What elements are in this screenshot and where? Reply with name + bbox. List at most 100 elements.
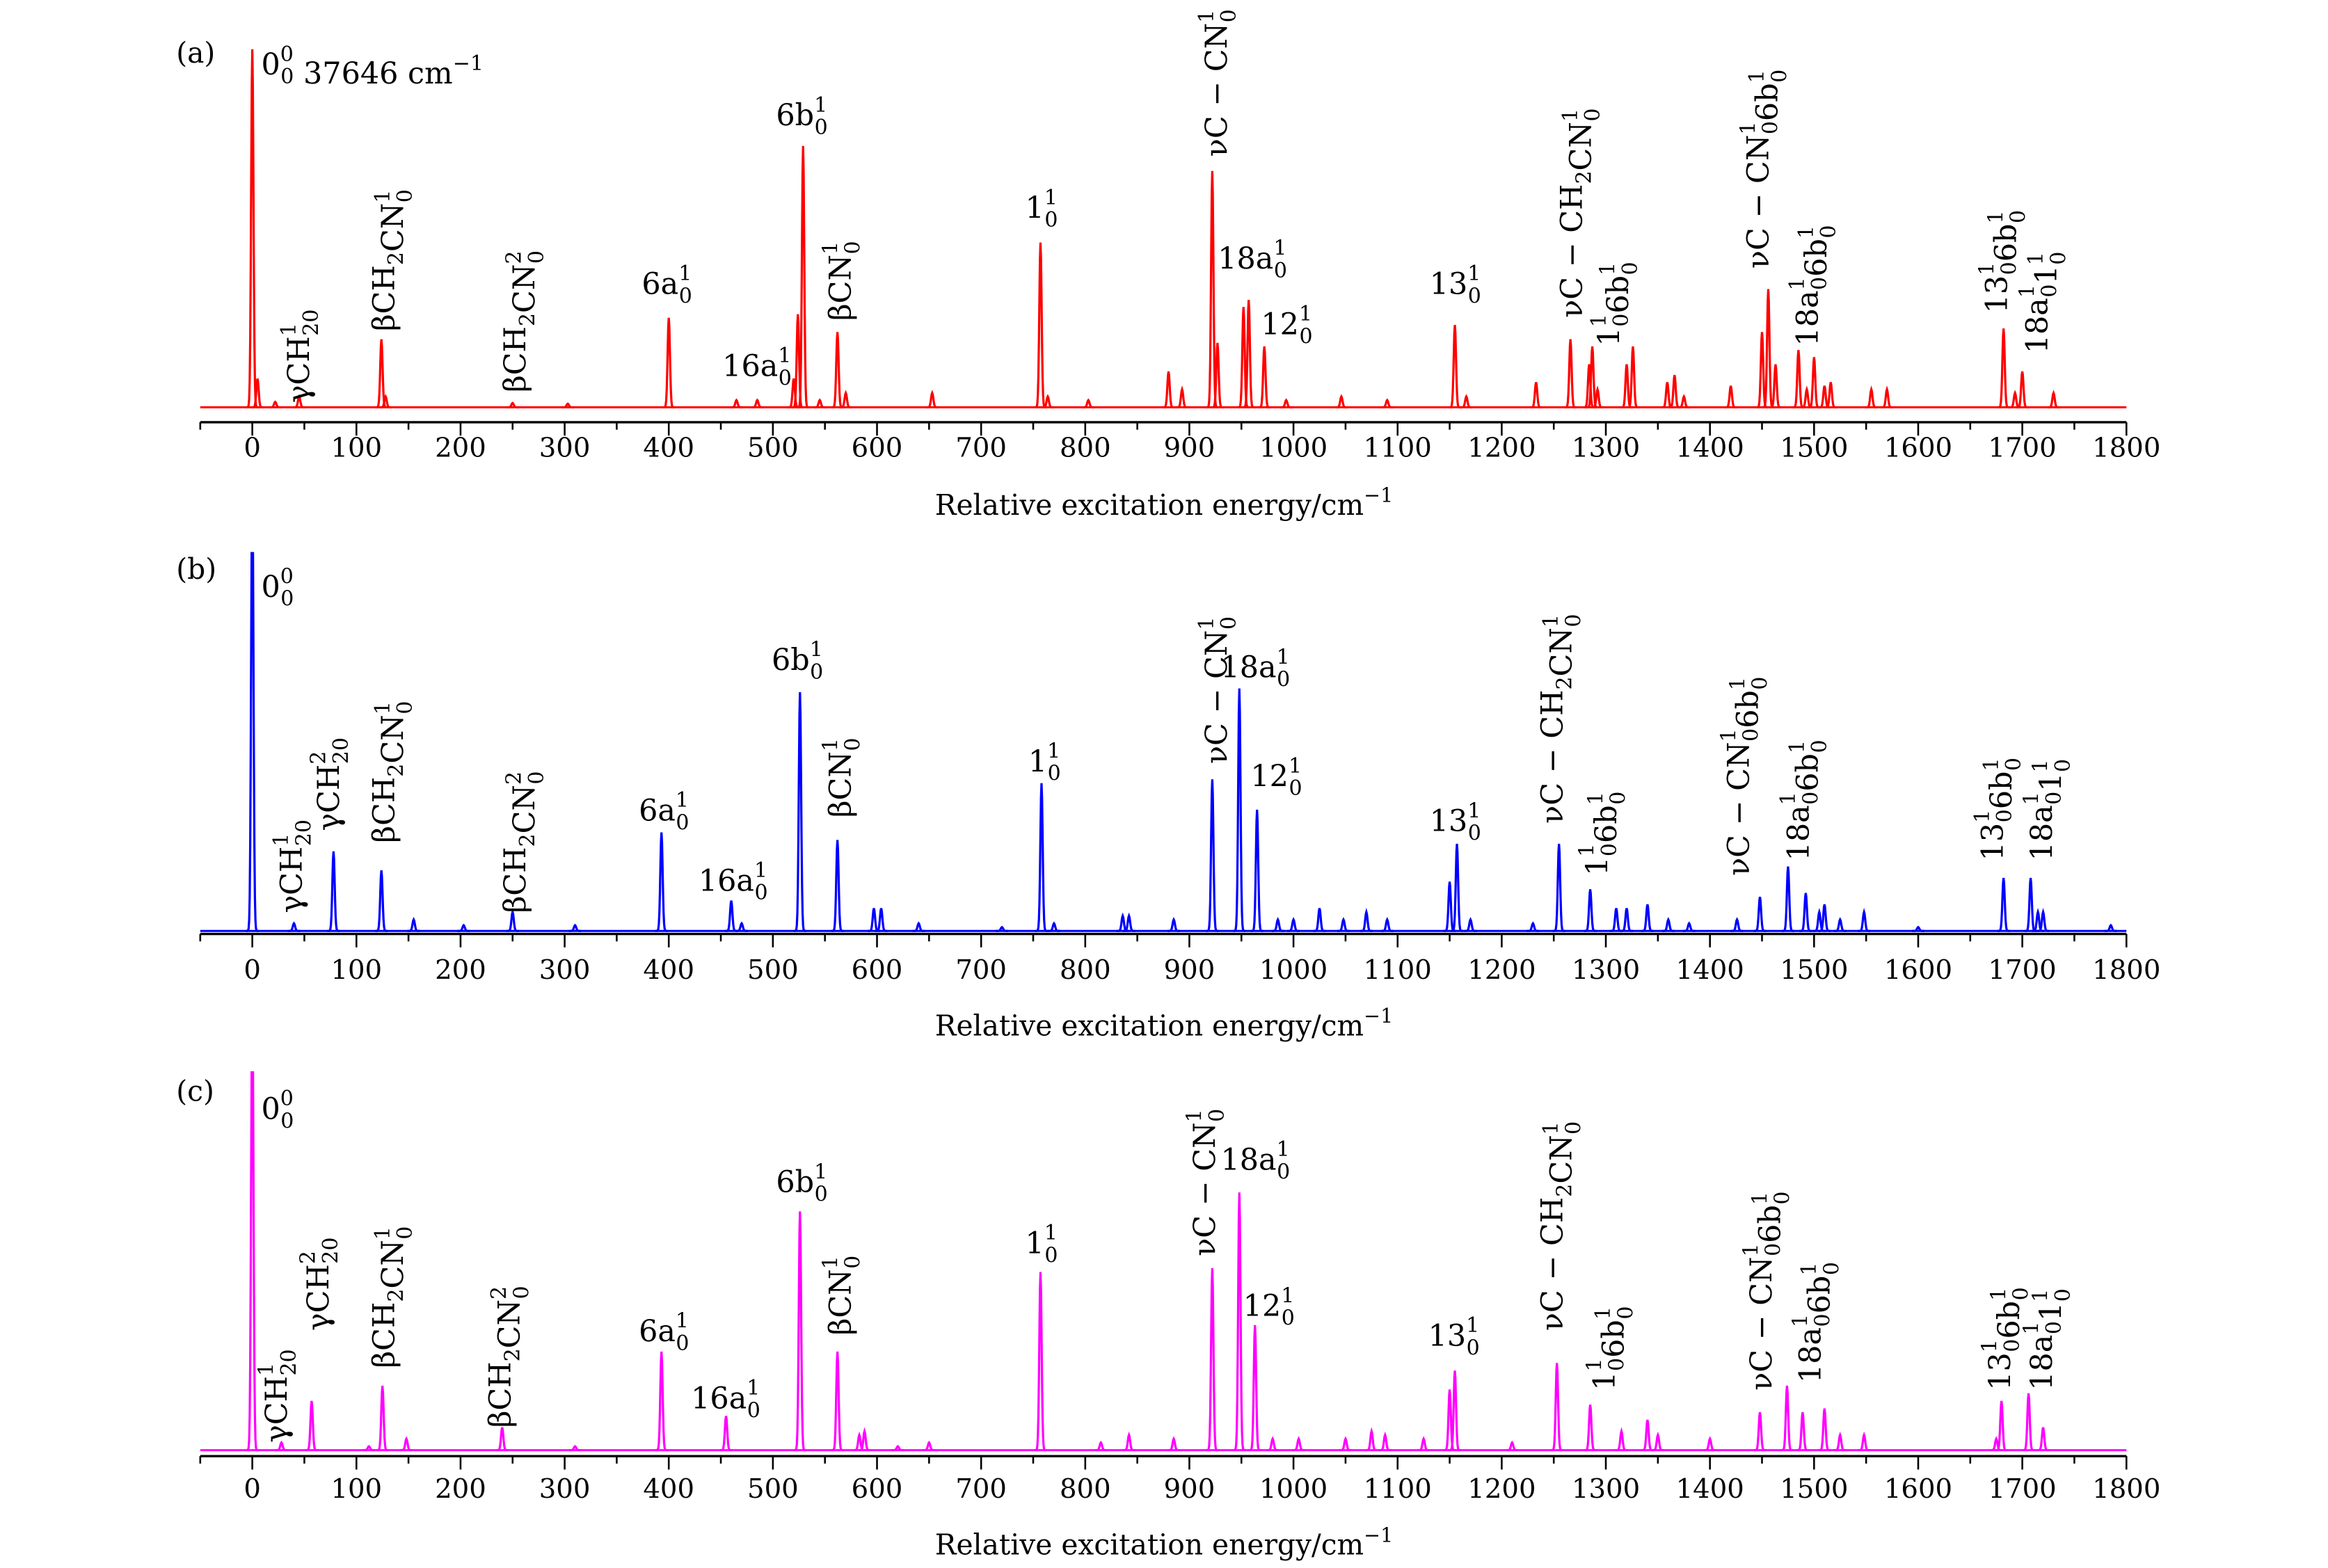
- spectrum-peak: [1206, 779, 1219, 932]
- label-base: 6b: [1984, 771, 2019, 810]
- spectrum-peak: [1206, 1268, 1219, 1452]
- x-tick-label: 1800: [2092, 1473, 2160, 1505]
- x-tick-label: 1100: [1364, 954, 1432, 986]
- label-subscript: 2: [384, 1289, 408, 1302]
- x-tick-label: 200: [435, 954, 486, 986]
- label-subscript: 0: [1819, 1262, 1844, 1275]
- spectrum-peak: [305, 1400, 318, 1452]
- label-superscript: 1: [2015, 285, 2039, 298]
- peak-assignment-label: βCH2CN20: [498, 250, 549, 392]
- label-subscript: 20: [277, 1349, 301, 1375]
- label-base: Relative excitation energy/cm: [935, 1528, 1364, 1562]
- label-subscript: 2: [384, 252, 408, 265]
- label-subscript: 0: [1274, 259, 1287, 283]
- spectrum-peak: [2036, 908, 2050, 932]
- spectrum-peak: [1586, 346, 1599, 409]
- label-superscript: 2: [502, 771, 527, 785]
- x-tick-label: 1600: [1884, 1473, 1952, 1505]
- label-superscript: 1: [1539, 614, 1563, 627]
- x-tick-label: 1300: [1572, 1473, 1640, 1505]
- label-base: βCH: [484, 1361, 518, 1427]
- label-base: νC − CN: [1744, 1256, 1779, 1390]
- x-tick-label: 1300: [1572, 954, 1640, 986]
- label-base: 13: [1430, 804, 1468, 839]
- spectrum-peak: [1378, 1431, 1392, 1452]
- label-subscript: 0: [1289, 776, 1302, 801]
- spectrum-peak: [1337, 917, 1350, 932]
- x-tick-label: 900: [1164, 432, 1215, 463]
- spectrum-peak: [506, 401, 519, 409]
- x-tick-label: 1800: [2092, 432, 2160, 463]
- spectrum-peak: [1287, 917, 1300, 932]
- spectrum-peak: [1529, 382, 1542, 409]
- label-superscript: 1: [1716, 728, 1741, 742]
- x-tick-label: 1500: [1780, 432, 1848, 463]
- label-superscript: 1: [1289, 754, 1302, 778]
- spectrum-peak: [1339, 1436, 1352, 1452]
- x-tick-label: 800: [1060, 954, 1111, 986]
- peak-assignment-label: 6b1 0: [776, 93, 827, 140]
- spectrum-peak: [1808, 357, 1821, 409]
- peak-assignment-label: 13106b10: [1970, 758, 2026, 861]
- spectrum-peak: [1781, 866, 1794, 932]
- label-base: 1: [2034, 772, 2068, 791]
- peak-assignment-label: 18a106b10: [1788, 1262, 1844, 1383]
- spectrum-peak: [2022, 1393, 2035, 1452]
- spectrum-peak: [1094, 1440, 1108, 1452]
- spectrum-peak: [1047, 921, 1060, 932]
- x-tick-label: 100: [330, 432, 382, 463]
- spectrum-peak: [1360, 908, 1373, 932]
- label-base: 6b: [772, 643, 810, 678]
- label-subscript: 0: [2002, 758, 2026, 771]
- x-tick-label: 1200: [1467, 954, 1536, 986]
- peak-assignment-label: βCN10: [818, 1256, 865, 1336]
- spectrum-peak: [831, 840, 844, 932]
- spectrum-peak: [246, 552, 259, 932]
- label-base: 12: [1250, 759, 1289, 794]
- spectrum-panel-a: 0 100 200 300 400 500 600 700 800 900 1000 1100 1200…: [176, 9, 2160, 522]
- label-base: 6b: [1601, 275, 1636, 314]
- label-subscript: 0: [1739, 728, 1764, 742]
- spectrum-peak: [1417, 1436, 1430, 1452]
- spectrum-peak: [1279, 398, 1293, 409]
- peak-assignment-label: νC − CH2CN10: [1536, 614, 1586, 824]
- spectrum-peak: [1550, 1363, 1563, 1452]
- label-base: 18a: [1790, 290, 1825, 346]
- x-tick-label: 1000: [1259, 432, 1328, 463]
- peak-assignment-label: 1106b10: [1582, 1306, 1638, 1391]
- label-base: CN: [507, 264, 542, 313]
- spectrum-peak: [839, 390, 852, 409]
- spectrum-peak: [1881, 385, 1894, 409]
- label-subscript: 2: [516, 313, 540, 326]
- spectrum-peak: [1380, 917, 1394, 932]
- x-tick-label: 1600: [1884, 954, 1952, 986]
- x-tick-label: 400: [643, 1473, 694, 1505]
- label-base: 6b: [1803, 1276, 1837, 1314]
- spectrum-peak: [831, 332, 844, 409]
- x-tick-label: 200: [435, 432, 486, 463]
- label-base: CN: [376, 203, 410, 252]
- label-superscript: 1: [255, 1363, 279, 1376]
- label-subscript: 0: [676, 1331, 689, 1356]
- spectrum-peak: [1449, 1370, 1462, 1452]
- spectrum-peak: [1812, 907, 1826, 932]
- spectrum-peak: [1818, 1408, 1831, 1452]
- label-superscript: 1: [1558, 109, 1583, 122]
- spectrum-peak: [813, 398, 827, 409]
- peak-assignment-label: νC − CN106b10: [1736, 70, 1792, 269]
- x-tick-label: 400: [643, 954, 694, 986]
- x-tick-label: 100: [330, 954, 382, 986]
- label-superscript: 2: [487, 1286, 511, 1299]
- spectrum-peak: [287, 921, 301, 932]
- spectrum-peak: [735, 921, 748, 932]
- spectrum-peak: [1682, 921, 1696, 932]
- x-tick-label: 1000: [1259, 1473, 1328, 1505]
- label-base: 18a: [1781, 805, 1816, 861]
- label-subscript: 0: [1468, 821, 1481, 845]
- label-base: βCH: [498, 847, 533, 913]
- x-tick-label: 100: [330, 1473, 382, 1505]
- label-subscript: 0: [1217, 616, 1241, 630]
- spectrum-peak: [1620, 364, 1633, 409]
- peak-assignment-label: 6a1 0: [639, 788, 689, 835]
- spectrum-peak: [2036, 1427, 2050, 1452]
